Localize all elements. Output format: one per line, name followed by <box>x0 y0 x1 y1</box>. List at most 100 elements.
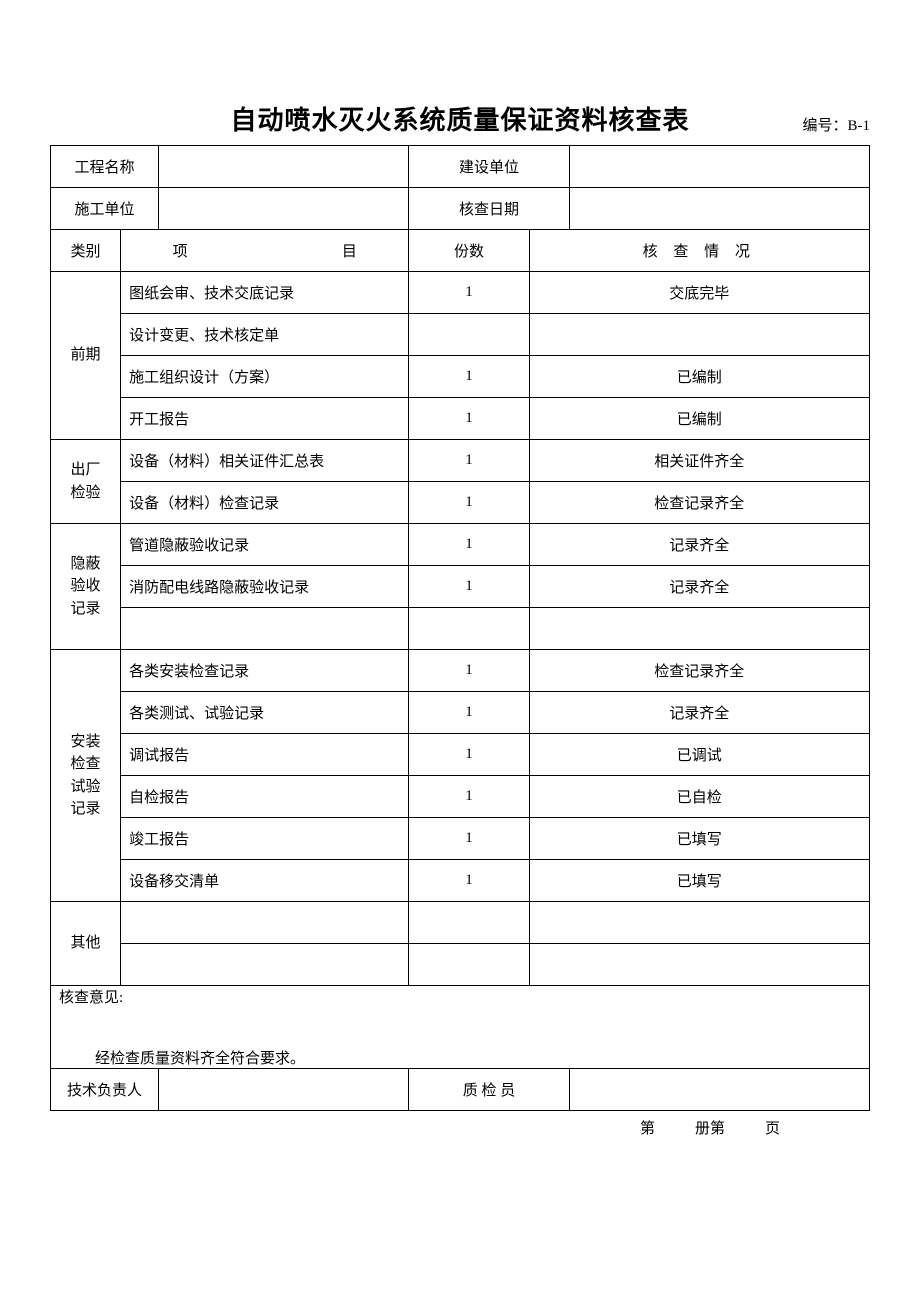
copies-cell: 1 <box>409 734 529 776</box>
item-cell: 开工报告 <box>121 398 409 440</box>
copies-cell: 1 <box>409 524 529 566</box>
status-cell: 相关证件齐全 <box>529 440 869 482</box>
opinion-body: 经检查质量资料齐全符合要求。 <box>59 1007 861 1068</box>
item-cell <box>121 944 409 986</box>
col-category: 类别 <box>51 230 121 272</box>
table-row: 设备（材料）检查记录1检查记录齐全 <box>51 482 870 524</box>
tech-lead-value <box>159 1069 409 1111</box>
status-cell: 已填写 <box>529 818 869 860</box>
checklist-table: 工程名称 建设单位 施工单位 核查日期 类别 项目 份数 核 查 情 况 前期图… <box>50 145 870 1111</box>
copies-cell: 1 <box>409 440 529 482</box>
col-item-a: 项 <box>143 240 265 261</box>
status-cell: 已编制 <box>529 398 869 440</box>
copies-cell <box>409 944 529 986</box>
construct-unit-label: 施工单位 <box>51 188 159 230</box>
item-cell: 竣工报告 <box>121 818 409 860</box>
status-cell: 交底完毕 <box>529 272 869 314</box>
copies-cell: 1 <box>409 356 529 398</box>
item-cell: 消防配电线路隐蔽验收记录 <box>121 566 409 608</box>
table-row: 调试报告1已调试 <box>51 734 870 776</box>
copies-cell: 1 <box>409 860 529 902</box>
item-cell: 设备（材料）相关证件汇总表 <box>121 440 409 482</box>
copies-cell <box>409 902 529 944</box>
status-cell <box>529 944 869 986</box>
table-row: 出厂检验设备（材料）相关证件汇总表1相关证件齐全 <box>51 440 870 482</box>
category-label: 其他 <box>51 902 121 986</box>
item-cell: 调试报告 <box>121 734 409 776</box>
opinion-cell: 核查意见: 经检查质量资料齐全符合要求。 <box>51 986 870 1069</box>
build-unit-label: 建设单位 <box>409 146 569 188</box>
footer-b: 册第 <box>695 1121 725 1137</box>
status-cell: 检查记录齐全 <box>529 482 869 524</box>
copies-cell: 1 <box>409 650 529 692</box>
col-item: 项目 <box>121 230 409 272</box>
table-row: 竣工报告1已填写 <box>51 818 870 860</box>
item-cell: 设备移交清单 <box>121 860 409 902</box>
col-copies: 份数 <box>409 230 529 272</box>
footer-a: 第 <box>640 1121 655 1137</box>
status-cell: 检查记录齐全 <box>529 650 869 692</box>
copies-cell <box>409 314 529 356</box>
status-cell: 已编制 <box>529 356 869 398</box>
column-header-row: 类别 项目 份数 核 查 情 况 <box>51 230 870 272</box>
copies-cell: 1 <box>409 398 529 440</box>
project-name-label: 工程名称 <box>51 146 159 188</box>
qc-value <box>569 1069 869 1111</box>
status-cell <box>529 608 869 650</box>
qc-label: 质 检 员 <box>409 1069 569 1111</box>
table-row: 施工组织设计（方案）1已编制 <box>51 356 870 398</box>
status-cell <box>529 314 869 356</box>
item-cell: 施工组织设计（方案） <box>121 356 409 398</box>
status-cell: 已填写 <box>529 860 869 902</box>
tech-lead-label: 技术负责人 <box>51 1069 159 1111</box>
table-row <box>51 944 870 986</box>
copies-cell: 1 <box>409 692 529 734</box>
copies-cell <box>409 608 529 650</box>
table-row: 开工报告1已编制 <box>51 398 870 440</box>
copies-cell: 1 <box>409 776 529 818</box>
check-date-value <box>569 188 869 230</box>
footer-c: 页 <box>765 1121 780 1137</box>
opinion-label: 核查意见: <box>59 986 861 1007</box>
item-cell <box>121 902 409 944</box>
col-status: 核 查 情 况 <box>529 230 869 272</box>
status-cell <box>529 902 869 944</box>
item-cell: 图纸会审、技术交底记录 <box>121 272 409 314</box>
item-cell: 管道隐蔽验收记录 <box>121 524 409 566</box>
opinion-row: 核查意见: 经检查质量资料齐全符合要求。 <box>51 986 870 1069</box>
table-row: 其他 <box>51 902 870 944</box>
table-row: 消防配电线路隐蔽验收记录1记录齐全 <box>51 566 870 608</box>
header-row-2: 施工单位 核查日期 <box>51 188 870 230</box>
item-cell: 各类安装检查记录 <box>121 650 409 692</box>
copies-cell: 1 <box>409 482 529 524</box>
item-cell <box>121 608 409 650</box>
copies-cell: 1 <box>409 818 529 860</box>
construct-unit-value <box>159 188 409 230</box>
category-label: 安装检查试验记录 <box>51 650 121 902</box>
table-row: 设计变更、技术核定单 <box>51 314 870 356</box>
header-row-1: 工程名称 建设单位 <box>51 146 870 188</box>
status-cell: 已自检 <box>529 776 869 818</box>
table-row: 隐蔽验收记录管道隐蔽验收记录1记录齐全 <box>51 524 870 566</box>
category-label: 隐蔽验收记录 <box>51 524 121 650</box>
status-cell: 记录齐全 <box>529 692 869 734</box>
check-date-label: 核查日期 <box>409 188 569 230</box>
status-cell: 记录齐全 <box>529 566 869 608</box>
table-row <box>51 608 870 650</box>
copies-cell: 1 <box>409 566 529 608</box>
table-row: 安装检查试验记录各类安装检查记录1检查记录齐全 <box>51 650 870 692</box>
table-row: 自检报告1已自检 <box>51 776 870 818</box>
copies-cell: 1 <box>409 272 529 314</box>
category-label: 出厂检验 <box>51 440 121 524</box>
doc-number-value: B-1 <box>848 118 871 134</box>
item-cell: 自检报告 <box>121 776 409 818</box>
page-title: 自动喷水灭火系统质量保证资料核查表 <box>230 100 689 137</box>
table-row: 前期图纸会审、技术交底记录1交底完毕 <box>51 272 870 314</box>
doc-number: 编号：B-1 <box>802 114 870 135</box>
item-cell: 设备（材料）检查记录 <box>121 482 409 524</box>
page-footer: 第 册第 页 <box>50 1111 870 1138</box>
table-row: 各类测试、试验记录1记录齐全 <box>51 692 870 734</box>
col-item-b: 目 <box>265 240 387 261</box>
project-name-value <box>159 146 409 188</box>
item-cell: 设计变更、技术核定单 <box>121 314 409 356</box>
